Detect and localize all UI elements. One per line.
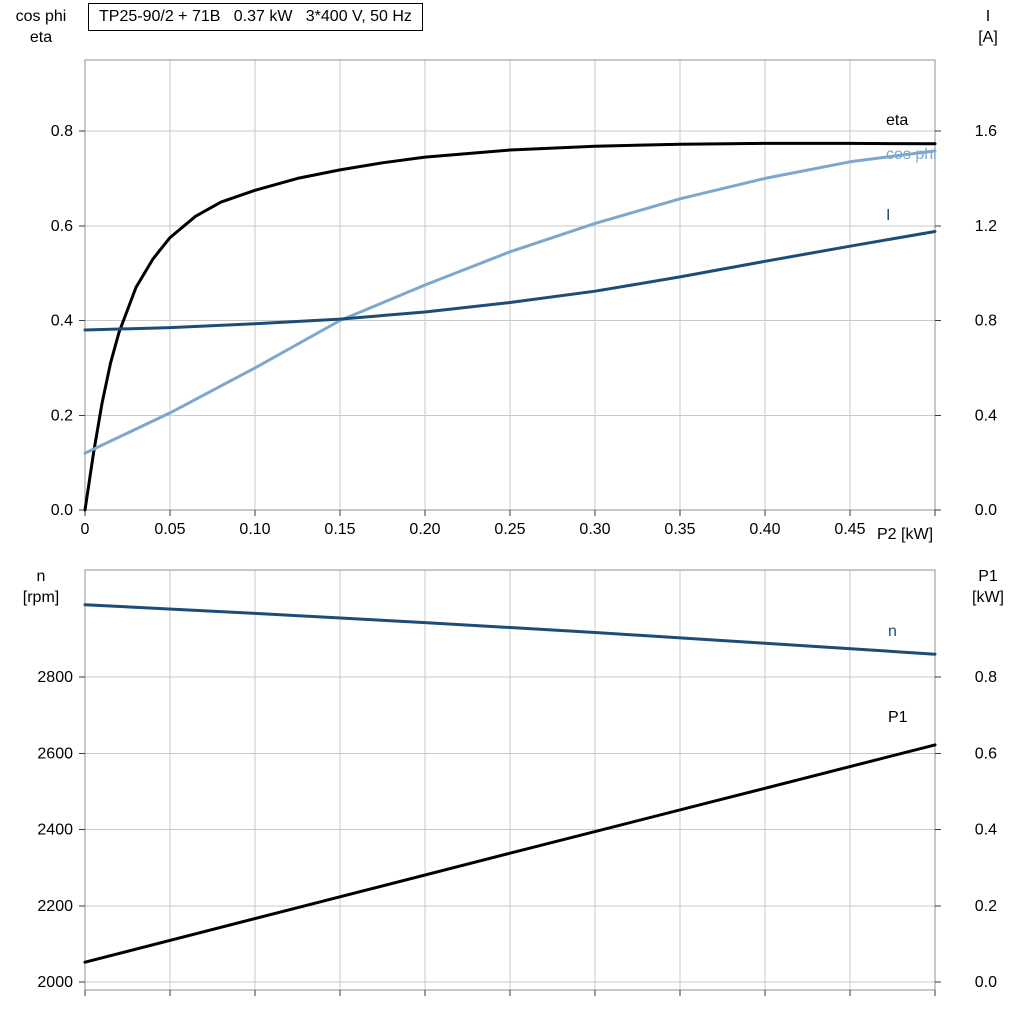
y-right-tick-label: 0.4: [975, 407, 997, 424]
y-right-tick-label: 0.4: [975, 822, 997, 839]
y-right-tick-label: 0.8: [975, 669, 997, 686]
chart-title-box: TP25-90/2 + 71B 0.37 kW 3*400 V, 50 Hz: [88, 3, 423, 31]
x-tick-label: 0.25: [494, 521, 525, 538]
top-chart-left-axis-title: cos phi eta: [6, 6, 76, 48]
y-left-tick-label: 2200: [37, 898, 73, 915]
y-left-tick-label: 0.4: [51, 313, 73, 330]
series-label-cos-phi: cos phi: [886, 146, 937, 163]
y-right-tick-label: 0.6: [975, 745, 997, 762]
x-tick-label: 0.05: [154, 521, 185, 538]
top-chart-right-axis-title: I [A]: [953, 6, 1023, 48]
bottom-chart-right-axis-title: P1 [kW]: [953, 566, 1023, 608]
axis-title-eta: eta: [29, 29, 53, 46]
x-tick-label: 0.35: [664, 521, 695, 538]
series-curve-p1: [83, 743, 937, 964]
bottom-chart-left-axis-title: n [rpm]: [6, 566, 76, 608]
y-left-tick-label: 0.8: [51, 123, 73, 140]
series-label-p1: P1: [888, 709, 908, 726]
y-right-tick-label: 0.0: [975, 974, 997, 991]
x-tick-label: 0.15: [324, 521, 355, 538]
y-right-tick-label: 1.6: [975, 123, 997, 140]
y-left-tick-label: 2600: [37, 745, 73, 762]
y-left-tick-label: 2400: [37, 822, 73, 839]
series-label-speed: n: [888, 623, 897, 640]
y-right-tick-label: 0.8: [975, 313, 997, 330]
axis-title-cos-phi: cos phi: [15, 8, 67, 25]
y-left-tick-label: 2800: [37, 669, 73, 686]
y-left-tick-label: 2000: [37, 974, 73, 991]
x-tick-label: 0.30: [579, 521, 610, 538]
series-label-current: I: [886, 207, 891, 224]
y-left-tick-label: 0.6: [51, 218, 73, 235]
series-curve-eta: [83, 141, 937, 512]
y-left-tick-label: 0.2: [51, 407, 73, 424]
series-curve-i: [83, 230, 937, 332]
series-curve-cos-phi: [83, 149, 937, 455]
x-tick-label: 0.40: [749, 521, 780, 538]
y-right-tick-label: 1.2: [975, 218, 997, 235]
y-right-tick-label: 0.0: [975, 502, 997, 519]
y-left-tick-label: 0.0: [51, 502, 73, 519]
x-tick-label: 0: [81, 521, 90, 538]
series-label-eta: eta: [886, 112, 909, 129]
axis-title-current: I: [985, 8, 991, 25]
axis-title-p1: P1: [978, 568, 998, 585]
axis-title-speed: n: [36, 568, 46, 585]
x-tick-label: 0.10: [239, 521, 270, 538]
y-right-tick-label: 0.2: [975, 898, 997, 915]
axis-title-current-unit: [A]: [978, 29, 998, 46]
axis-title-speed-unit: [rpm]: [22, 589, 60, 606]
x-tick-label: 0.45: [834, 521, 865, 538]
series-curve-n: [83, 603, 937, 656]
axis-title-p1-unit: [kW]: [972, 589, 1004, 606]
x-tick-label: 0.20: [409, 521, 440, 538]
x-axis-label-p2: P2 [kW]: [877, 526, 934, 543]
